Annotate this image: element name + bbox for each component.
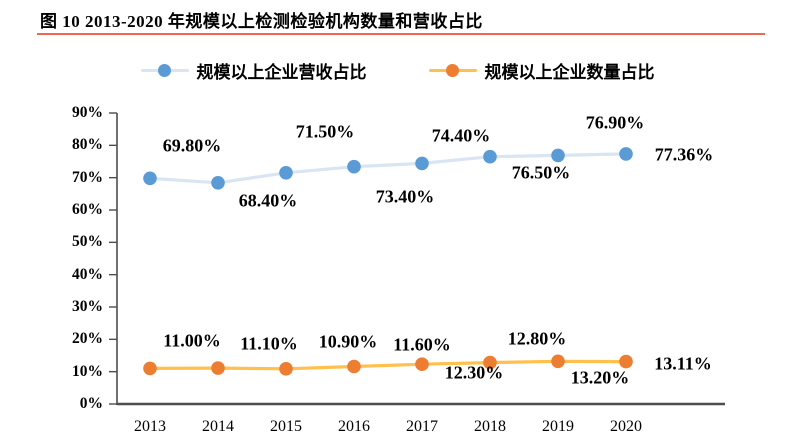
legend-dot-orange	[445, 64, 459, 77]
y-axis-tick-label: 60%	[72, 201, 103, 218]
legend-label-revenue-share: 规模以上企业营收占比	[196, 63, 367, 82]
line-marker-icon	[140, 64, 189, 77]
data-point-marker	[551, 354, 565, 369]
data-point-label: 12.30%	[444, 362, 504, 383]
data-point-label: 73.40%	[375, 186, 435, 207]
data-point-marker	[415, 357, 429, 372]
data-point-marker	[279, 362, 293, 376]
data-point-label: 74.40%	[431, 125, 491, 146]
legend-item-count-share: 规模以上企业数量占比	[428, 58, 655, 83]
data-point-label: 77.36%	[654, 144, 714, 165]
data-point-label: 12.80%	[507, 328, 567, 349]
x-axis-tick-label: 2013	[134, 418, 166, 435]
data-point-marker	[483, 149, 497, 164]
y-axis-tick-label: 40%	[72, 265, 103, 283]
data-point-marker	[347, 359, 361, 374]
data-point-marker	[143, 361, 157, 376]
data-point-label: 76.50%	[511, 162, 571, 183]
x-axis-tick-label: 2018	[474, 418, 506, 435]
chart-legend: 规模以上企业营收占比 规模以上企业数量占比	[0, 58, 795, 83]
data-point-marker	[551, 148, 565, 163]
x-axis-tick-label: 2014	[202, 418, 234, 435]
data-point-marker	[619, 354, 633, 369]
y-axis-tick-label: 20%	[72, 330, 103, 348]
data-point-marker	[279, 166, 293, 180]
data-point-marker	[415, 156, 429, 171]
data-point-label: 11.00%	[163, 330, 221, 351]
series-line-blue	[148, 152, 628, 185]
y-axis-tick-label: 80%	[72, 136, 103, 154]
y-axis-tick-label: 50%	[72, 233, 103, 251]
figure-title: 图 10 2013-2020 年规模以上检测检验机构数量和营收占比	[40, 12, 483, 31]
data-point-label: 10.90%	[318, 331, 378, 352]
x-axis-tick-label: 2019	[542, 418, 574, 435]
data-point-marker	[211, 176, 225, 190]
x-axis-tick-label: 2016	[338, 418, 370, 435]
y-axis-tick-label: 90%	[72, 104, 103, 121]
data-point-marker	[619, 147, 633, 161]
data-point-label: 11.10%	[240, 333, 298, 354]
legend-label-count-share: 规模以上企业数量占比	[484, 63, 655, 82]
data-point-label: 13.20%	[570, 367, 630, 388]
legend-dot-blue	[157, 64, 171, 77]
line-marker-icon	[428, 64, 477, 77]
data-point-marker	[143, 171, 157, 186]
legend-item-revenue-share: 规模以上企业营收占比	[140, 58, 367, 83]
data-point-label: 76.90%	[585, 112, 645, 133]
data-point-marker	[483, 355, 497, 370]
y-axis-tick-label: 70%	[72, 168, 103, 186]
y-axis-tick-label: 10%	[72, 362, 103, 380]
data-point-marker	[347, 159, 361, 174]
data-point-label: 68.40%	[238, 190, 298, 211]
x-axis-tick-label: 2020	[610, 418, 642, 435]
data-point-marker	[211, 361, 225, 375]
series-line-orange	[148, 359, 628, 371]
x-axis-tick-label: 2015	[270, 418, 302, 435]
data-point-label: 69.80%	[162, 135, 222, 156]
data-point-label: 11.60%	[393, 334, 451, 355]
y-axis-tick-label: 30%	[72, 298, 103, 315]
data-point-label: 13.11%	[654, 353, 712, 374]
title-underline	[37, 33, 765, 35]
y-axis-tick-label: 0%	[79, 395, 103, 412]
data-point-label: 71.50%	[295, 121, 355, 142]
x-axis-tick-label: 2017	[406, 418, 438, 435]
